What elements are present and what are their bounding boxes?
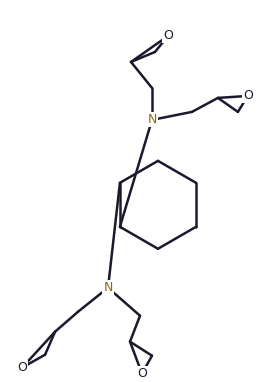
Text: O: O (163, 29, 173, 42)
Text: O: O (243, 89, 253, 102)
Text: O: O (137, 367, 147, 380)
Text: O: O (17, 361, 27, 374)
Text: N: N (103, 281, 113, 294)
Text: N: N (147, 113, 157, 126)
